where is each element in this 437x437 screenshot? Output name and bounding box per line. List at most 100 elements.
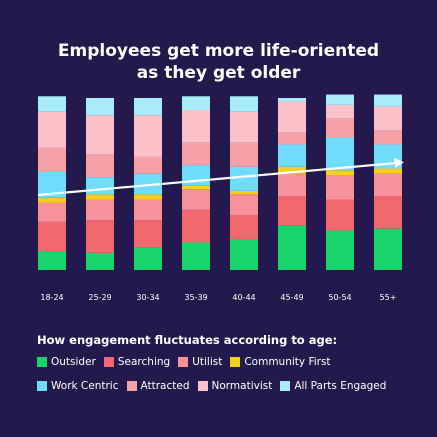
legend-label: Utilist: [192, 356, 223, 368]
bar-segment-outsider-55+: [374, 228, 402, 270]
legend-item-work-centric: Work Centric: [37, 380, 119, 392]
legend-swatch: [178, 357, 189, 367]
legend-swatch: [280, 381, 291, 391]
chart-title-line-1: Employees get more life-oriented: [57, 41, 380, 61]
bar-segment-utilist-25-29: [86, 199, 114, 221]
legend-label: Outsider: [51, 356, 96, 368]
bar-segment-normativist-50-54: [326, 104, 354, 119]
x-tick-label: 30-34: [136, 293, 159, 302]
bar-segment-work-centric-50-54: [326, 137, 354, 171]
chart-title: Employees get more life-oriented as they…: [0, 40, 437, 84]
bar-segment-work-centric-25-29: [86, 177, 114, 195]
bar-segment-attracted-30-34: [134, 156, 162, 174]
bar-segment-searching-40-44: [230, 214, 258, 240]
bar-segment-all-parts-engaged-35-39: [182, 96, 210, 111]
bar-segment-searching-18-24: [38, 221, 66, 252]
bar-segment-utilist-18-24: [38, 202, 66, 222]
legend-row: Outsider Searching Utilist Community First: [37, 355, 339, 369]
bar-segment-outsider-35-39: [182, 242, 210, 270]
bar-segment-normativist-40-44: [230, 111, 258, 143]
bar-segment-community-first-50-54: [326, 170, 354, 176]
bar-segment-searching-55+: [374, 196, 402, 229]
legend-swatch: [230, 357, 241, 367]
bar-segment-all-parts-engaged-18-24: [38, 96, 66, 112]
legend-swatch: [37, 381, 47, 391]
bar-segment-work-centric-30-34: [134, 173, 162, 195]
bar-segment-utilist-50-54: [326, 175, 354, 200]
x-tick-label: 50-54: [328, 293, 351, 302]
legend-item-attracted: Attracted: [126, 380, 190, 392]
bar-segment-work-centric-45-49: [278, 144, 306, 167]
bar-segment-normativist-18-24: [38, 111, 66, 148]
bar-segment-normativist-30-34: [134, 115, 162, 157]
chart-title-line-2: as they get older: [136, 63, 301, 83]
legend-label: Community First: [244, 356, 331, 368]
legend-row: Work Centric Attracted Normativist All Part…: [37, 379, 394, 393]
bar-segment-normativist-55+: [374, 106, 402, 131]
bar-segment-normativist-25-29: [86, 115, 114, 155]
bar-segment-outsider-30-34: [134, 247, 162, 270]
bar-segment-all-parts-engaged-55+: [374, 94, 402, 107]
legend-item-community-first: Community First: [230, 356, 331, 368]
legend-label: Attracted: [140, 380, 190, 392]
bar-segment-community-first-35-39: [182, 185, 210, 190]
x-tick-label: 35-39: [184, 293, 207, 302]
bar-segment-community-first-40-44: [230, 190, 258, 195]
legend-swatch: [197, 381, 208, 391]
legend-swatch: [37, 357, 47, 367]
bar-segment-utilist-40-44: [230, 194, 258, 215]
bar-segment-outsider-18-24: [38, 251, 66, 270]
bar-segment-searching-35-39: [182, 209, 210, 243]
legend-item-utilist: Utilist: [178, 356, 222, 368]
trend-arrow-line: [37, 161, 397, 197]
bar-segment-community-first-45-49: [278, 166, 306, 174]
trend-arrow-head: [394, 157, 404, 168]
bar-segment-all-parts-engaged-30-34: [134, 98, 162, 116]
legend-item-normativist: Normativist: [197, 380, 273, 392]
bar-segment-community-first-30-34: [134, 194, 162, 200]
bar-segment-work-centric-40-44: [230, 166, 258, 191]
bar-segment-community-first-25-29: [86, 194, 114, 200]
bar-segment-attracted-40-44: [230, 142, 258, 167]
bar-segment-attracted-18-24: [38, 147, 66, 172]
bar-segment-all-parts-engaged-45-49: [278, 98, 306, 102]
bar-segment-utilist-55+: [374, 173, 402, 197]
legend-label: Normativist: [211, 380, 273, 392]
bar-segment-utilist-35-39: [182, 189, 210, 210]
bar-segment-all-parts-engaged-50-54: [326, 94, 354, 105]
bar-segment-attracted-45-49: [278, 132, 306, 145]
bar-segment-all-parts-engaged-25-29: [86, 98, 114, 116]
bar-segment-attracted-25-29: [86, 154, 114, 178]
legend-swatch: [103, 357, 114, 367]
x-tick-label: 18-24: [40, 293, 63, 302]
legend-title: How engagement fluctuates according to a…: [37, 333, 338, 347]
x-tick-label: 40-44: [232, 293, 255, 302]
bar-segment-outsider-40-44: [230, 239, 258, 270]
bar-segment-searching-25-29: [86, 220, 114, 253]
bar-segment-outsider-25-29: [86, 252, 114, 270]
bar-segment-outsider-50-54: [326, 230, 354, 270]
legend-item-all-parts-engaged: All Parts Engaged: [280, 380, 386, 392]
x-tick-label: 55+: [380, 293, 397, 302]
legend-item-searching: Searching: [103, 356, 171, 368]
x-tick-label: 25-29: [88, 293, 111, 302]
bar-segment-utilist-45-49: [278, 173, 306, 197]
bar-segment-searching-45-49: [278, 196, 306, 226]
legend-label: Searching: [117, 356, 171, 368]
legend-item-outsider: Outsider: [37, 356, 96, 368]
x-tick-label: 45-49: [280, 293, 303, 302]
bar-segment-all-parts-engaged-40-44: [230, 96, 258, 112]
legend-label: All Parts Engaged: [294, 380, 387, 392]
bar-segment-outsider-45-49: [278, 225, 306, 270]
legend-label: Work Centric: [51, 380, 119, 392]
bar-segment-community-first-55+: [374, 168, 402, 174]
bar-segment-attracted-55+: [374, 130, 402, 145]
bar-segment-community-first-18-24: [38, 197, 66, 203]
bar-segment-attracted-35-39: [182, 142, 210, 166]
legend-swatch: [126, 381, 137, 391]
bar-segment-utilist-30-34: [134, 199, 162, 221]
bar-segment-searching-50-54: [326, 199, 354, 231]
bar-segment-normativist-45-49: [278, 101, 306, 133]
bar-segment-normativist-35-39: [182, 110, 210, 143]
